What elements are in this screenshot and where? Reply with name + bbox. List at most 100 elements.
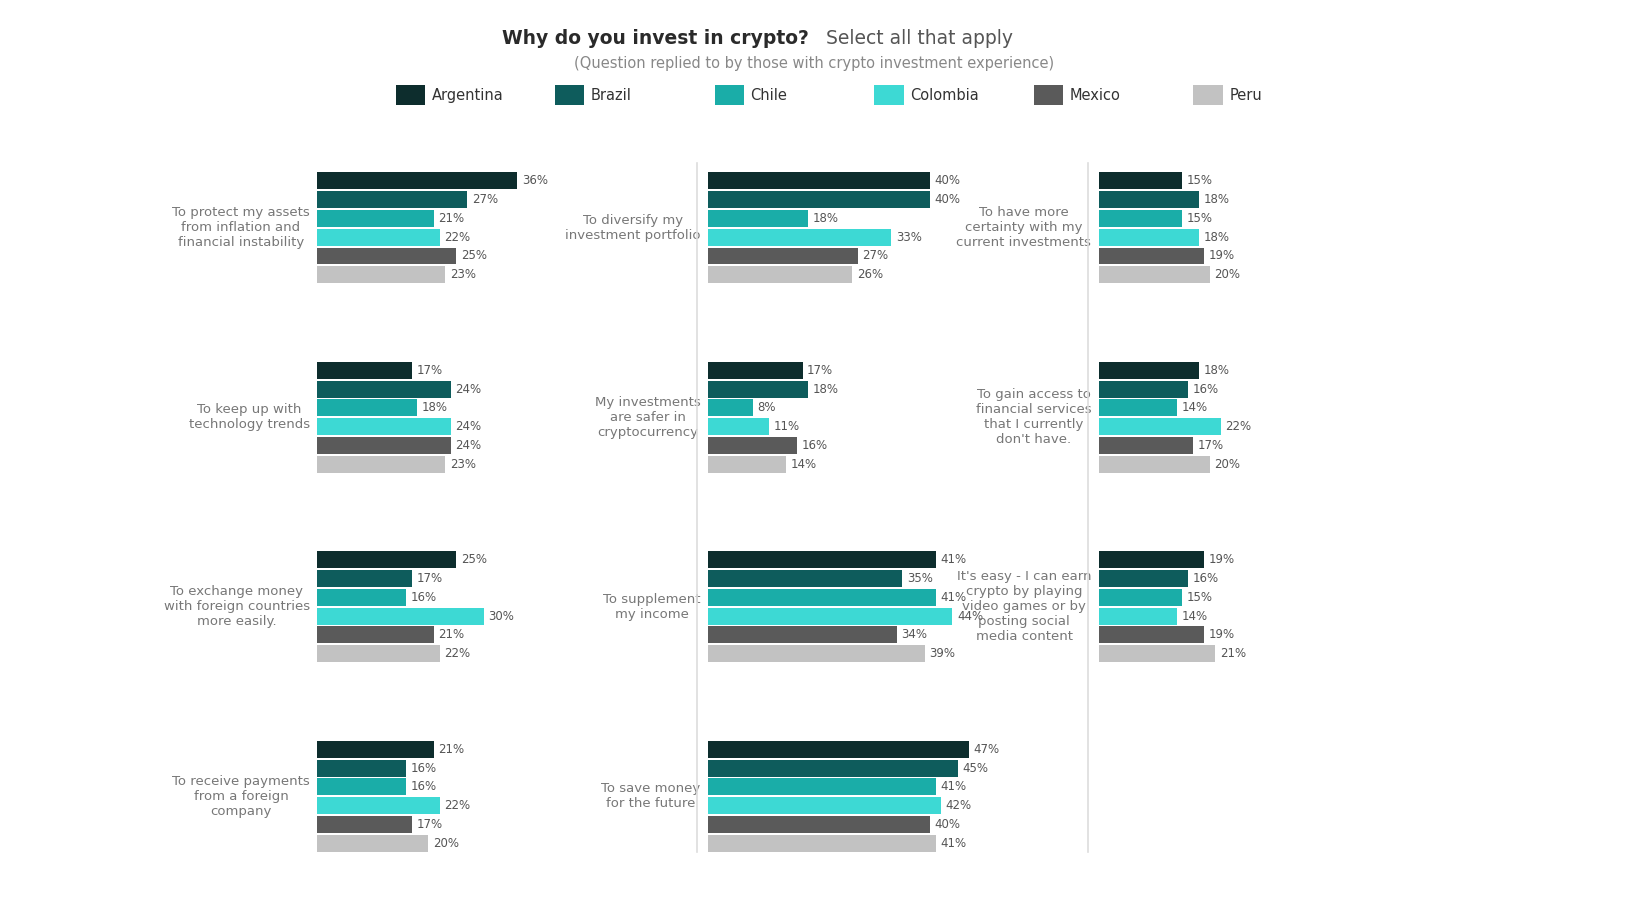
Bar: [708, 266, 853, 284]
FancyBboxPatch shape: [874, 85, 904, 105]
Bar: [1099, 381, 1188, 398]
Bar: [708, 760, 957, 776]
Bar: [1099, 570, 1188, 587]
Text: 16%: 16%: [1192, 573, 1218, 585]
Text: 19%: 19%: [1210, 554, 1236, 566]
Text: 14%: 14%: [791, 458, 817, 471]
Text: 23%: 23%: [449, 458, 475, 471]
Bar: [317, 626, 435, 643]
Text: 21%: 21%: [438, 629, 464, 641]
Text: Colombia: Colombia: [910, 88, 978, 102]
Text: 26%: 26%: [856, 268, 882, 281]
Text: To gain access to
financial services
that I currently
don't have.: To gain access to financial services tha…: [975, 389, 1091, 447]
Bar: [1099, 228, 1198, 246]
Bar: [317, 816, 412, 833]
Bar: [1099, 589, 1182, 606]
Bar: [708, 247, 858, 265]
Text: 47%: 47%: [974, 743, 1000, 756]
Bar: [708, 778, 936, 795]
Text: 22%: 22%: [444, 799, 470, 812]
Text: 21%: 21%: [1219, 647, 1245, 660]
Bar: [1099, 437, 1193, 454]
Text: 17%: 17%: [417, 364, 443, 377]
Bar: [708, 381, 807, 398]
Text: 27%: 27%: [472, 193, 498, 207]
Bar: [317, 419, 451, 435]
Text: 21%: 21%: [438, 212, 464, 225]
Text: 33%: 33%: [895, 231, 921, 244]
Text: 22%: 22%: [444, 231, 470, 244]
Text: 17%: 17%: [417, 573, 443, 585]
Bar: [1099, 626, 1205, 643]
Text: 16%: 16%: [410, 780, 436, 794]
Bar: [317, 266, 444, 284]
Bar: [1099, 172, 1182, 189]
Text: 41%: 41%: [941, 837, 967, 850]
Text: My investments
are safer in
cryptocurrency: My investments are safer in cryptocurren…: [594, 396, 700, 439]
Text: (Question replied to by those with crypto investment experience): (Question replied to by those with crypt…: [575, 56, 1053, 71]
Text: 42%: 42%: [946, 799, 972, 812]
Bar: [1099, 362, 1198, 379]
Bar: [317, 228, 440, 246]
Text: 18%: 18%: [1203, 364, 1229, 377]
Bar: [708, 419, 768, 435]
Text: To supplement
my income: To supplement my income: [602, 593, 700, 621]
Bar: [708, 741, 969, 757]
Text: 18%: 18%: [1203, 193, 1229, 207]
Bar: [317, 381, 451, 398]
Bar: [708, 456, 786, 473]
Text: 17%: 17%: [1198, 439, 1224, 452]
Text: 40%: 40%: [934, 193, 961, 207]
Text: 45%: 45%: [962, 762, 988, 775]
Text: 41%: 41%: [941, 780, 967, 794]
Bar: [1099, 191, 1198, 208]
Text: Brazil: Brazil: [591, 88, 632, 102]
Text: 19%: 19%: [1210, 249, 1236, 263]
Bar: [317, 400, 417, 417]
Text: 11%: 11%: [773, 420, 799, 433]
Bar: [708, 172, 930, 189]
Text: 41%: 41%: [941, 591, 967, 604]
Text: 19%: 19%: [1210, 629, 1236, 641]
Text: 14%: 14%: [1182, 610, 1208, 622]
Bar: [708, 608, 952, 624]
Text: 40%: 40%: [934, 818, 961, 831]
FancyBboxPatch shape: [555, 85, 584, 105]
Text: 34%: 34%: [902, 629, 928, 641]
Bar: [317, 797, 440, 814]
Text: 21%: 21%: [438, 743, 464, 756]
Bar: [317, 210, 435, 226]
Bar: [317, 778, 407, 795]
Text: To keep up with
technology trends: To keep up with technology trends: [189, 403, 309, 431]
Bar: [708, 228, 892, 246]
Bar: [708, 797, 941, 814]
Text: It's easy - I can earn
crypto by playing
video games or by
posting social
media : It's easy - I can earn crypto by playing…: [957, 570, 1091, 643]
Text: 44%: 44%: [957, 610, 983, 622]
Text: 18%: 18%: [1203, 231, 1229, 244]
Bar: [1099, 645, 1216, 662]
Bar: [317, 608, 484, 624]
Bar: [708, 589, 936, 606]
Text: 35%: 35%: [907, 573, 933, 585]
Text: To protect my assets
from inflation and
financial instability: To protect my assets from inflation and …: [173, 207, 309, 249]
Text: To receive payments
from a foreign
company: To receive payments from a foreign compa…: [173, 775, 309, 818]
Text: 30%: 30%: [488, 610, 514, 622]
Text: 16%: 16%: [410, 591, 436, 604]
Text: 15%: 15%: [1187, 591, 1213, 604]
Text: 17%: 17%: [807, 364, 834, 377]
FancyBboxPatch shape: [1193, 85, 1223, 105]
Bar: [317, 456, 444, 473]
Text: To diversify my
investment portfolio: To diversify my investment portfolio: [565, 214, 700, 242]
Text: 20%: 20%: [433, 837, 459, 850]
Bar: [317, 247, 456, 265]
Text: 18%: 18%: [422, 401, 448, 414]
Text: Mexico: Mexico: [1070, 88, 1120, 102]
Text: 27%: 27%: [863, 249, 889, 263]
Bar: [317, 570, 412, 587]
Text: 24%: 24%: [456, 439, 482, 452]
Text: Select all that apply: Select all that apply: [814, 29, 1013, 47]
Text: 40%: 40%: [934, 174, 961, 188]
Text: 36%: 36%: [523, 174, 549, 188]
Text: To exchange money
with foreign countries
more easily.: To exchange money with foreign countries…: [164, 585, 309, 628]
Text: 15%: 15%: [1187, 174, 1213, 188]
